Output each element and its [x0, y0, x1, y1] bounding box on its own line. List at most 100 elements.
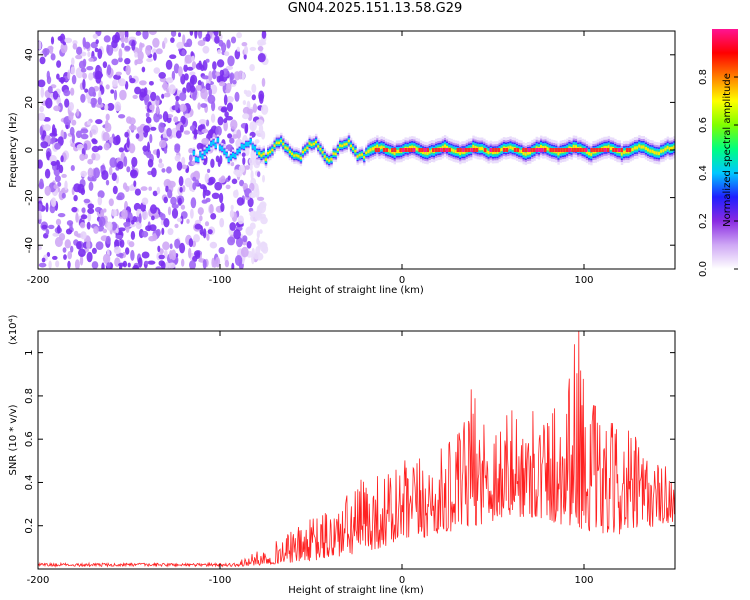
ridge-peak-cell — [604, 148, 607, 152]
noise-blob — [130, 169, 137, 177]
ridge-peak-cell — [434, 148, 438, 152]
noise-blob — [112, 185, 118, 195]
ridge-cell — [308, 142, 311, 145]
noise-blob — [255, 209, 262, 219]
noise-blob — [80, 133, 89, 140]
ridge-cell — [389, 149, 392, 153]
noise-blob — [217, 116, 224, 126]
snr-y-tick-label: 0.2 — [24, 518, 35, 534]
noise-blob — [123, 221, 131, 227]
noise-blob — [156, 186, 161, 195]
noise-blob — [131, 156, 138, 168]
ridge-cell — [234, 153, 237, 159]
noise-blob — [47, 45, 54, 51]
noise-blob — [53, 105, 61, 112]
ridge-peak-cell — [541, 148, 544, 152]
noise-blob — [83, 143, 88, 151]
ridge-cell — [210, 141, 213, 147]
noise-blob — [209, 241, 218, 249]
noise-blob — [207, 168, 211, 173]
noise-blob — [240, 246, 249, 258]
noise-blob — [230, 204, 234, 211]
noise-blob — [183, 64, 188, 72]
noise-blob — [177, 197, 182, 206]
noise-blob — [111, 172, 117, 182]
ridge-cell — [376, 144, 379, 148]
noise-blob — [246, 241, 252, 249]
ridge-cell — [461, 150, 464, 154]
noise-blob — [43, 124, 51, 132]
noise-blob — [194, 223, 202, 230]
ridge-cell — [649, 149, 652, 153]
noise-blob — [179, 92, 187, 102]
noise-blob — [106, 221, 113, 231]
noise-blob — [185, 168, 189, 174]
noise-blob — [215, 125, 222, 137]
ridge-cell — [319, 148, 322, 151]
ridge-cell — [291, 152, 294, 156]
noise-blob — [217, 49, 222, 55]
ridge-peak-cell — [598, 148, 602, 152]
ridge-cell — [365, 151, 368, 154]
noise-blob — [229, 209, 235, 218]
colorbar-tick-label: 0.4 — [698, 165, 709, 181]
noise-blob — [184, 73, 189, 81]
ridge-cell — [526, 151, 530, 155]
ridge-peak-cell — [560, 148, 563, 152]
ridge-peak-cell — [620, 148, 623, 152]
noise-blob — [225, 65, 234, 70]
noise-blob — [226, 102, 233, 112]
ridge-peak-cell — [393, 148, 397, 152]
noise-blob — [73, 194, 78, 202]
noise-blob — [232, 79, 237, 85]
ridge-cell — [208, 145, 211, 151]
noise-blob — [147, 260, 156, 265]
noise-blob — [128, 124, 137, 131]
ridge-cell — [229, 155, 233, 160]
noise-blob — [53, 184, 58, 190]
ridge-cell — [660, 149, 663, 153]
ridge-cell — [487, 151, 490, 155]
noise-blob — [106, 44, 114, 56]
ridge-cell — [544, 145, 547, 149]
noise-blob — [247, 110, 253, 122]
noise-blob — [184, 177, 192, 188]
noise-blob — [149, 104, 155, 111]
ridge-cell — [546, 147, 549, 151]
snr-y-tick-label: 0.8 — [24, 388, 35, 404]
noise-blob — [245, 90, 252, 97]
noise-blob — [114, 31, 121, 43]
noise-blob — [44, 185, 51, 196]
ridge-cell — [273, 144, 276, 147]
noise-blob — [153, 112, 161, 123]
ridge-cell — [194, 157, 198, 162]
ridge-cell — [236, 149, 239, 155]
noise-blob — [208, 70, 213, 82]
snr-series — [38, 331, 675, 568]
noise-blob — [38, 181, 45, 190]
noise-blob — [202, 45, 210, 54]
noise-blob — [232, 190, 239, 198]
ridge-cell — [225, 152, 228, 157]
ridge-peak-cell — [606, 148, 610, 152]
noise-blob — [118, 262, 126, 267]
noise-blob — [191, 55, 195, 62]
noise-blob — [41, 224, 48, 230]
ridge-cell — [459, 151, 462, 155]
ridge-peak-cell — [470, 148, 473, 152]
ridge-cell — [518, 149, 521, 153]
ridge-peak-cell — [412, 148, 416, 152]
ridge-peak-cell — [579, 148, 582, 152]
snr-y-tick-label: 0.4 — [24, 475, 35, 491]
ridge-peak-cell — [374, 148, 378, 152]
noise-blob — [214, 181, 223, 191]
ridge-cell — [347, 139, 351, 143]
ridge-peak-cell — [549, 148, 552, 152]
noise-blob — [210, 158, 215, 168]
snr-plot-area — [38, 331, 675, 569]
noise-blob — [126, 137, 130, 149]
noise-blob — [161, 227, 165, 235]
noise-blob — [81, 207, 86, 213]
noise-blob — [67, 71, 71, 80]
noise-blob — [181, 258, 185, 267]
